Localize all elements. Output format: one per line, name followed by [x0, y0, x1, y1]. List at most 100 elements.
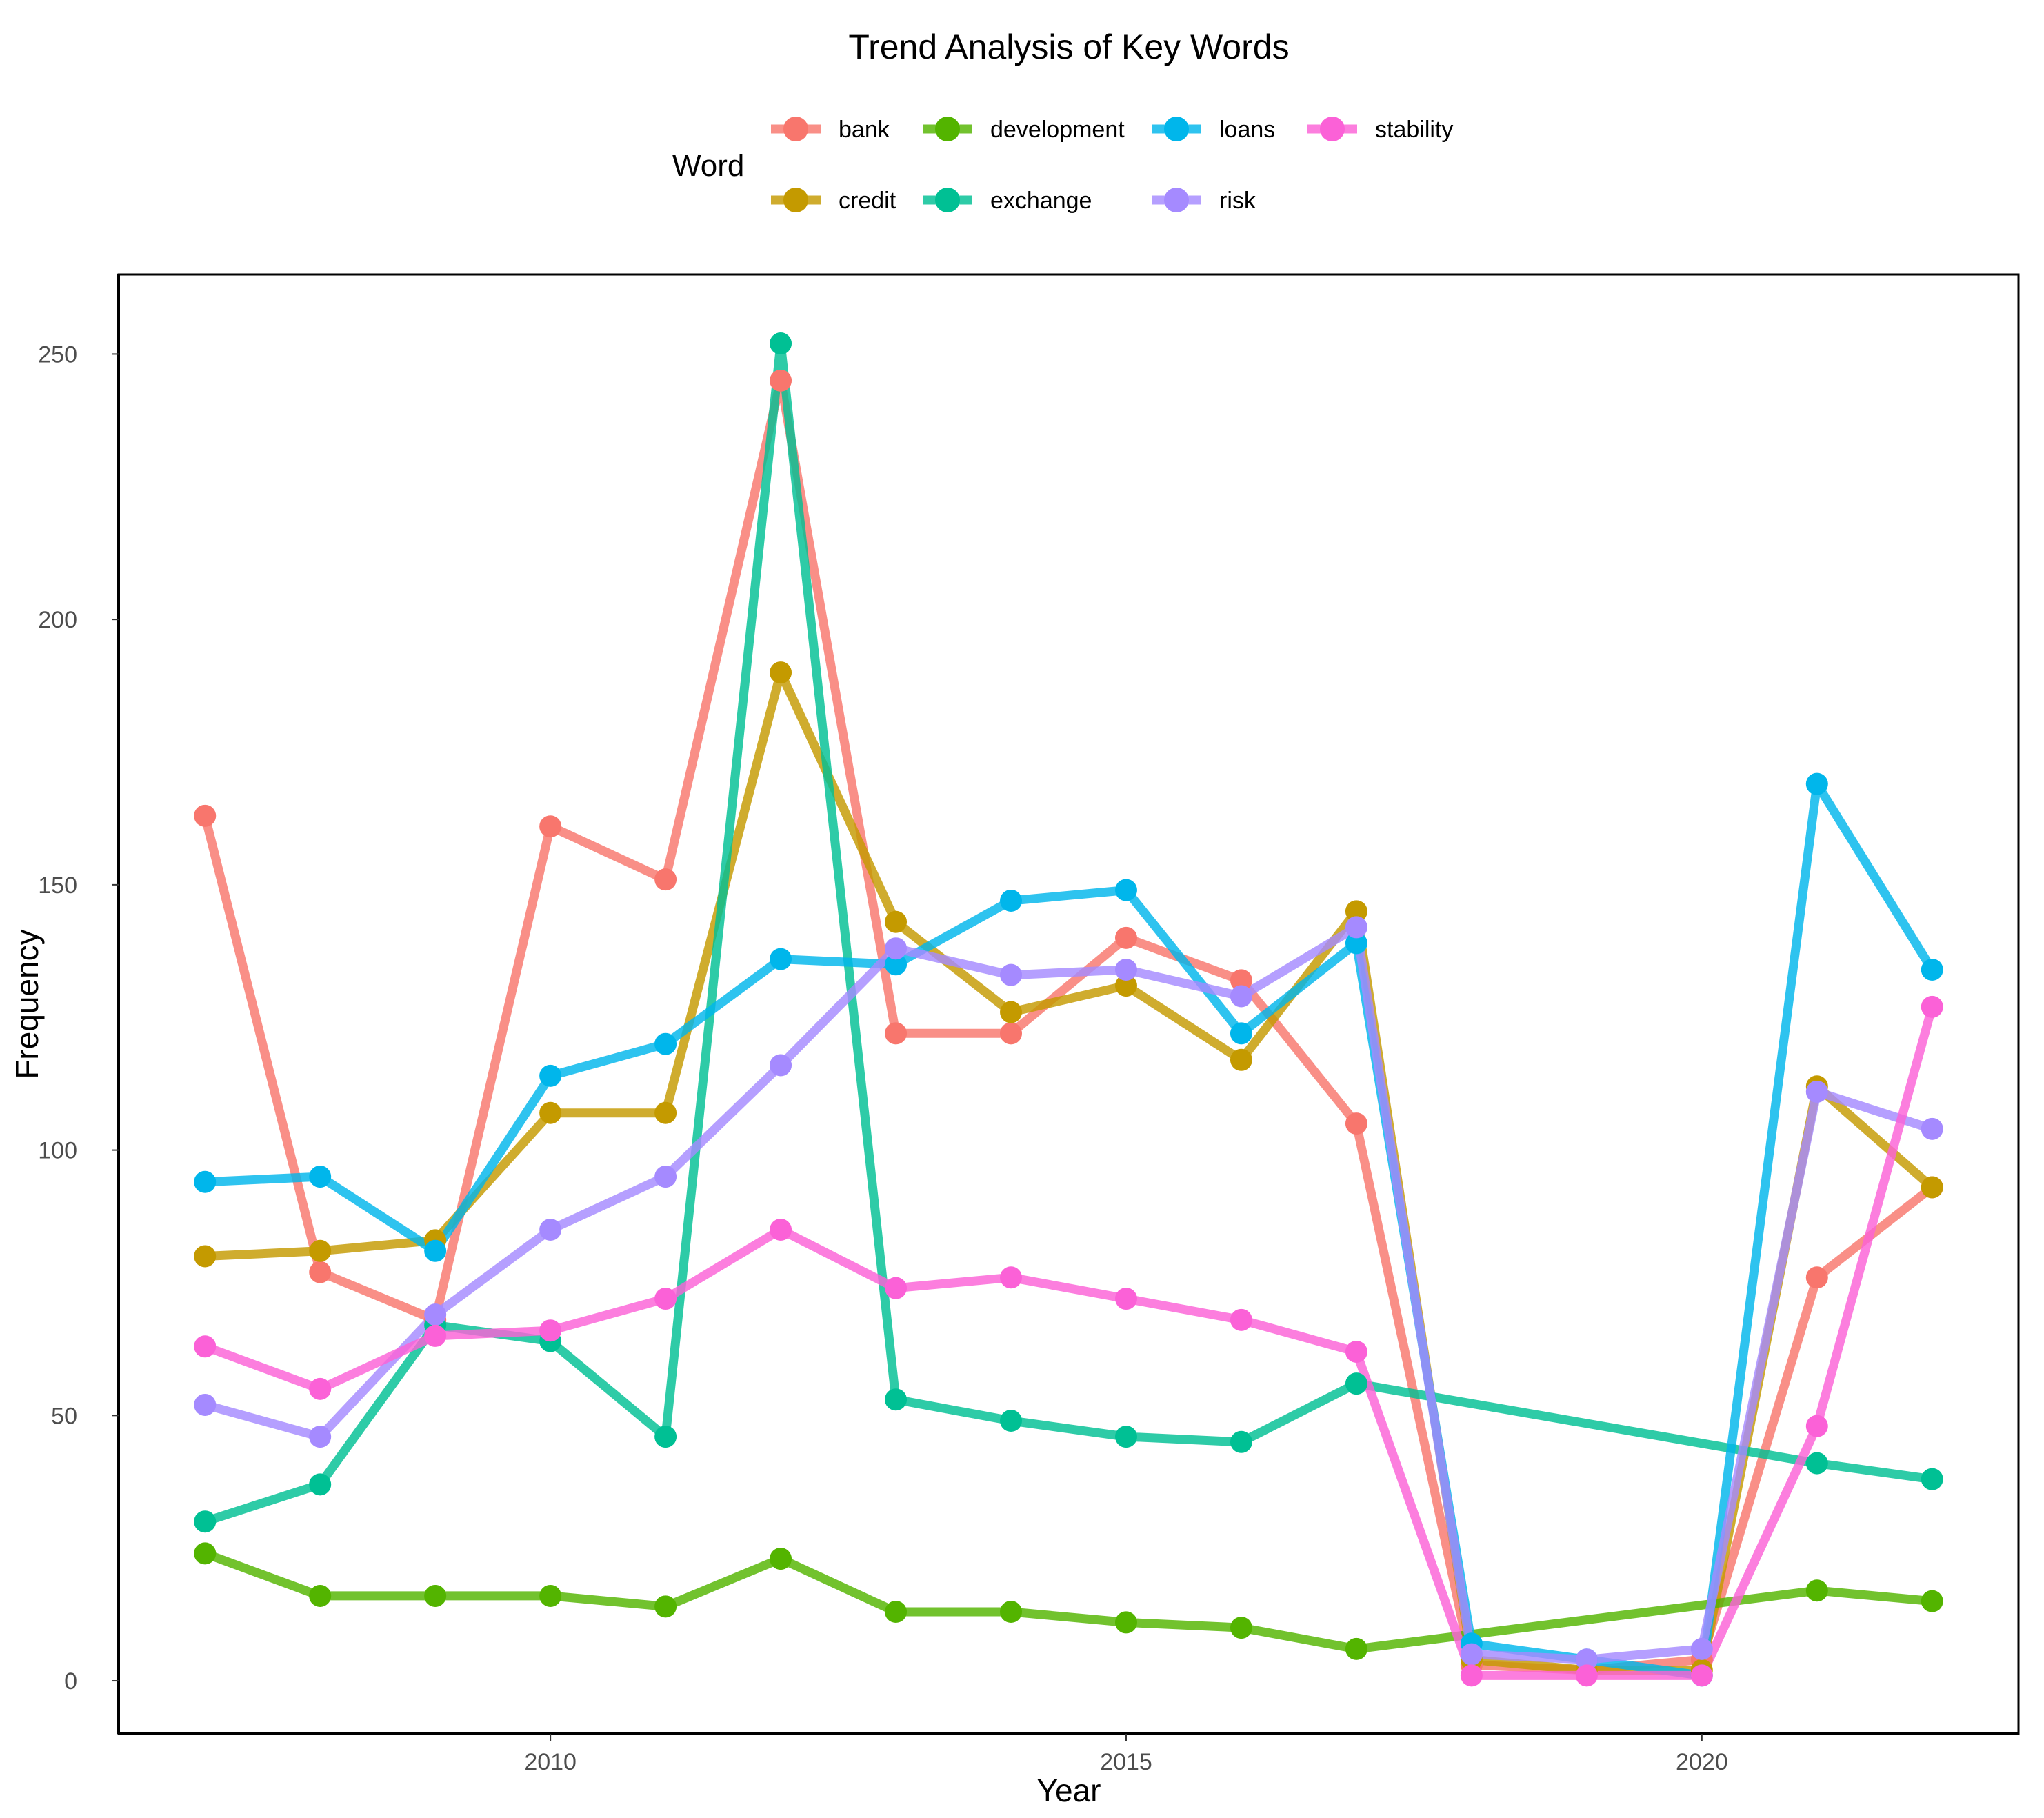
x-tick-label: 2010	[524, 1749, 577, 1775]
point-exchange	[654, 1426, 677, 1448]
plot-panel	[117, 273, 2020, 1735]
point-bank	[194, 804, 217, 827]
point-credit	[885, 910, 908, 933]
legend-key-point	[935, 188, 960, 212]
point-risk	[1000, 963, 1023, 986]
point-bank	[309, 1261, 332, 1283]
point-bank	[770, 369, 792, 392]
point-loans	[885, 953, 908, 976]
point-stability	[309, 1377, 332, 1400]
point-stability	[1805, 1415, 1828, 1437]
point-stability	[1345, 1340, 1367, 1363]
point-risk	[1345, 916, 1367, 939]
point-credit	[539, 1101, 562, 1124]
y-tick-label: 100	[38, 1138, 77, 1164]
point-risk	[194, 1393, 217, 1416]
legend-label: exchange	[990, 188, 1092, 214]
y-axis-ticks: 0 50 100 150 200 250	[38, 341, 119, 1695]
point-loans	[1805, 772, 1828, 795]
point-risk	[309, 1426, 332, 1448]
point-development	[1230, 1617, 1252, 1639]
point-development	[770, 1548, 792, 1570]
point-stability	[654, 1288, 677, 1310]
point-stability	[770, 1219, 792, 1241]
legend-item-exchange: exchange	[923, 188, 1092, 214]
point-loans	[1230, 1022, 1252, 1045]
point-development	[885, 1601, 908, 1624]
point-development	[1000, 1601, 1023, 1624]
legend-item-risk: risk	[1152, 188, 1256, 214]
point-loans	[194, 1170, 217, 1193]
point-development	[424, 1584, 447, 1607]
legend-key-point	[935, 117, 960, 141]
point-bank	[885, 1022, 908, 1045]
point-bank	[1345, 1112, 1367, 1135]
point-risk	[1690, 1637, 1713, 1660]
point-exchange	[1230, 1430, 1252, 1453]
point-risk	[1805, 1080, 1828, 1103]
point-risk	[1575, 1648, 1598, 1671]
legend-label: loans	[1219, 117, 1275, 143]
point-development	[309, 1584, 332, 1607]
point-credit	[1230, 1048, 1252, 1071]
legend-item-loans: loans	[1152, 117, 1275, 143]
legend-key-point	[783, 188, 808, 212]
point-loans	[770, 948, 792, 970]
point-loans	[309, 1166, 332, 1188]
point-development	[1114, 1611, 1137, 1634]
point-credit	[770, 661, 792, 684]
point-bank	[654, 868, 677, 891]
point-exchange	[770, 332, 792, 355]
point-development	[1805, 1579, 1828, 1602]
point-loans	[654, 1032, 677, 1055]
y-tick-label: 50	[51, 1403, 77, 1429]
point-credit	[309, 1239, 332, 1262]
legend-key-point	[783, 117, 808, 141]
point-credit	[1345, 900, 1367, 923]
point-exchange	[1114, 1426, 1137, 1448]
point-loans	[1114, 879, 1137, 901]
point-loans	[424, 1239, 447, 1262]
x-axis-title: Year	[1037, 1772, 1101, 1808]
legend-label: bank	[839, 117, 890, 143]
legend-item-credit: credit	[771, 188, 896, 214]
point-credit	[1000, 1001, 1023, 1023]
point-risk	[1230, 985, 1252, 1008]
point-loans	[1000, 889, 1023, 912]
point-bank	[539, 815, 562, 838]
point-risk	[1921, 1117, 1943, 1140]
x-tick-label: 2020	[1676, 1749, 1728, 1775]
point-development	[194, 1542, 217, 1565]
point-stability	[1230, 1308, 1252, 1331]
legend-label: credit	[839, 188, 896, 214]
legend-key-point	[1164, 188, 1189, 212]
point-stability	[424, 1324, 447, 1347]
point-bank	[1230, 969, 1252, 992]
point-bank	[1000, 1022, 1023, 1045]
y-axis-title: Frequency	[9, 929, 45, 1079]
point-exchange	[1345, 1372, 1367, 1395]
point-loans	[539, 1064, 562, 1087]
point-credit	[194, 1245, 217, 1268]
point-stability	[1460, 1664, 1483, 1687]
legend-label: stability	[1375, 117, 1453, 143]
point-exchange	[1805, 1452, 1828, 1475]
y-tick-label: 0	[64, 1668, 77, 1695]
point-credit	[654, 1101, 677, 1124]
point-stability	[885, 1277, 908, 1299]
legend-item-stability: stability	[1307, 117, 1453, 143]
chart-title: Trend Analysis of Key Words	[848, 28, 1289, 66]
series-line-loans	[200, 779, 1937, 1680]
point-exchange	[1921, 1468, 1943, 1490]
point-development	[1345, 1637, 1367, 1660]
legend-title: Word	[672, 149, 744, 183]
point-risk	[1114, 958, 1137, 981]
point-development	[1921, 1590, 1943, 1612]
legend-label: development	[990, 117, 1125, 143]
point-development	[539, 1584, 562, 1607]
point-exchange	[194, 1510, 217, 1533]
point-risk	[1460, 1643, 1483, 1666]
point-exchange	[1000, 1410, 1023, 1432]
series-line-risk	[200, 922, 1937, 1664]
